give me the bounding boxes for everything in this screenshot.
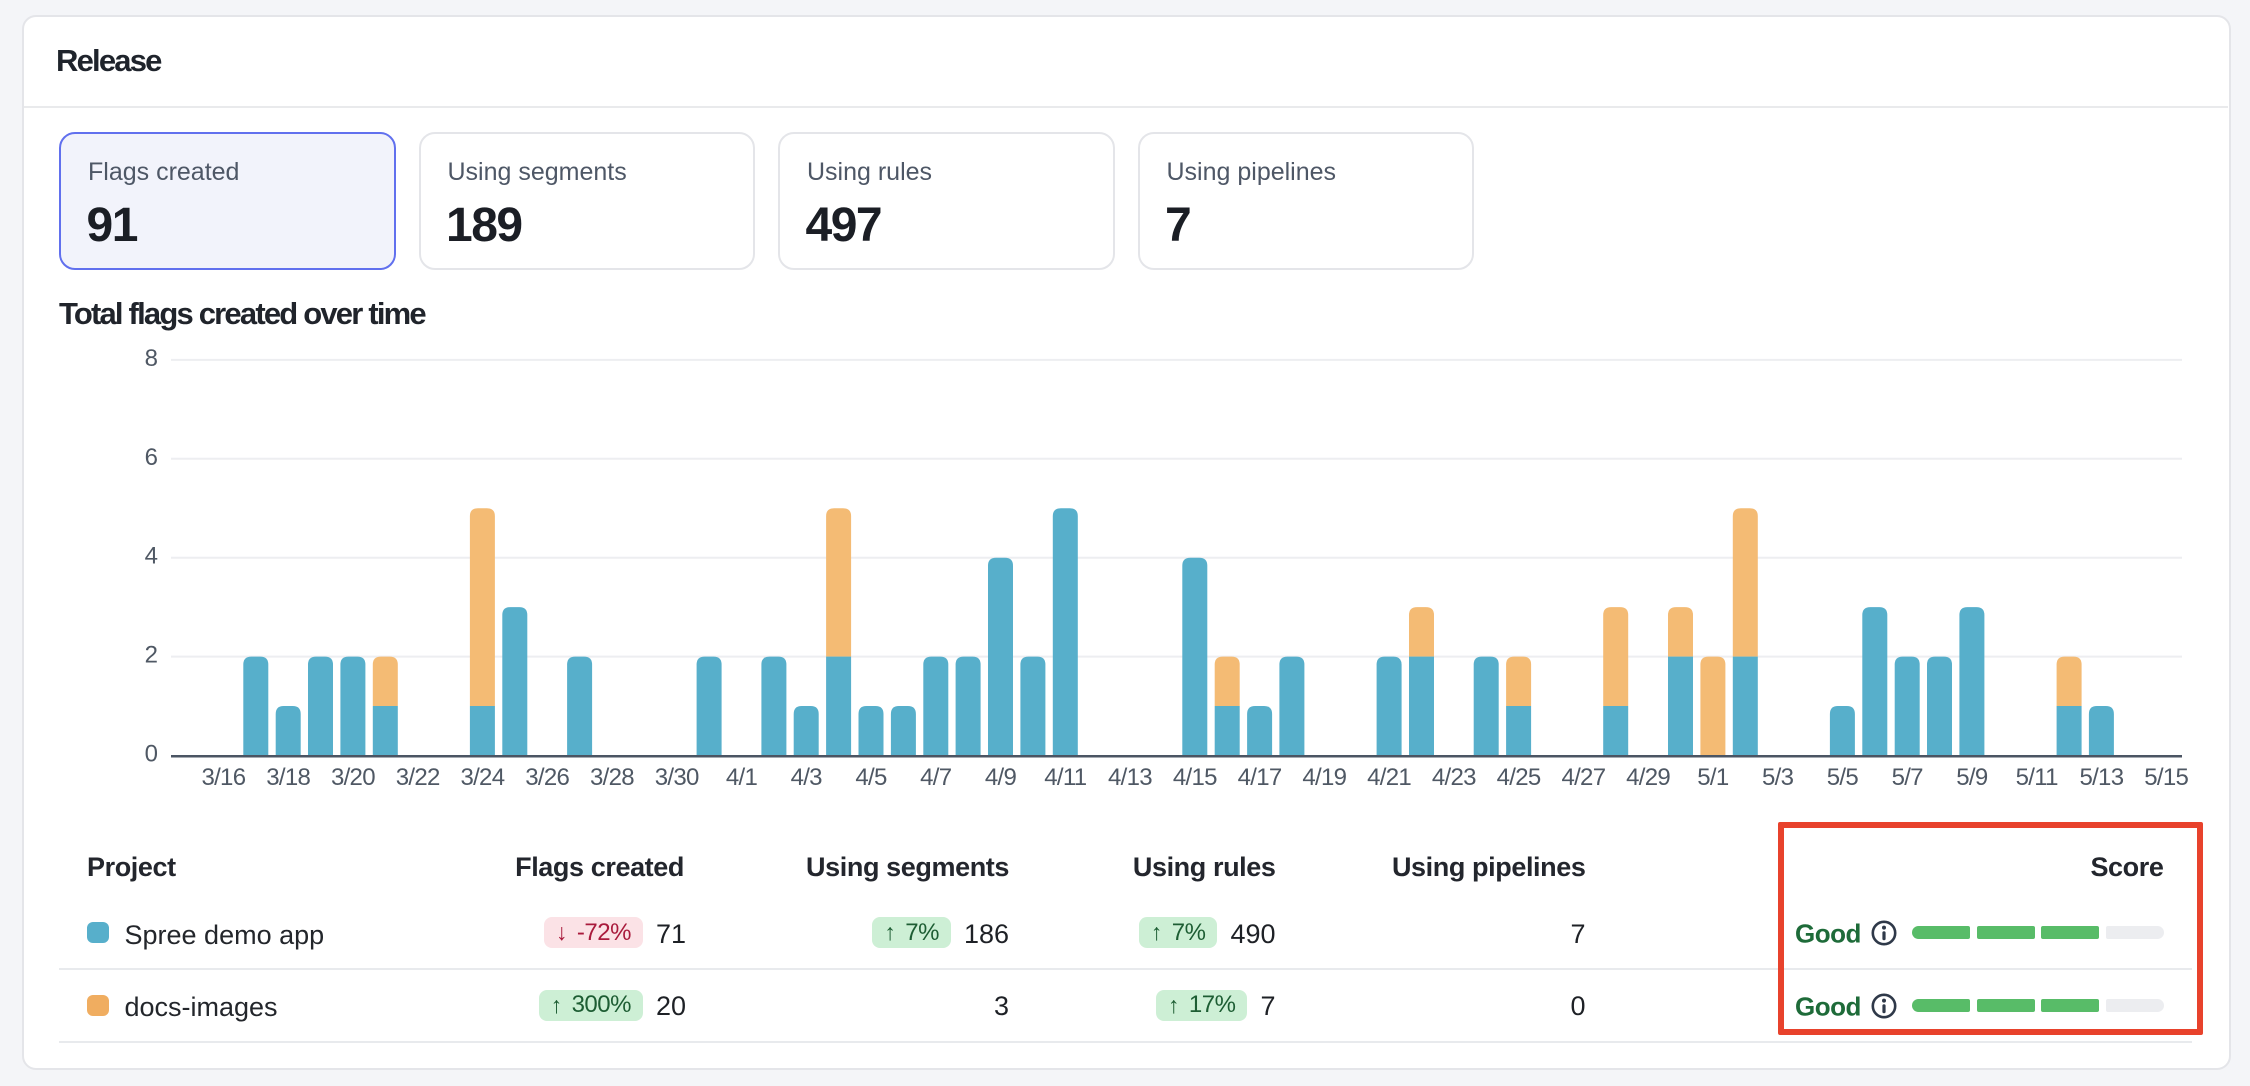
svg-text:3/28: 3/28 — [590, 764, 634, 791]
svg-text:4/15: 4/15 — [1173, 764, 1217, 791]
svg-text:6: 6 — [145, 444, 158, 471]
svg-text:5/11: 5/11 — [2016, 764, 2058, 791]
svg-text:4/23: 4/23 — [1432, 764, 1476, 791]
svg-text:4/3: 4/3 — [791, 764, 823, 791]
svg-text:5/7: 5/7 — [1892, 764, 1924, 791]
svg-text:4/19: 4/19 — [1302, 764, 1346, 791]
svg-text:4: 4 — [145, 543, 158, 570]
svg-text:3/26: 3/26 — [525, 764, 569, 791]
svg-text:8: 8 — [145, 345, 158, 372]
svg-text:4/11: 4/11 — [1044, 764, 1086, 791]
svg-text:3/22: 3/22 — [396, 764, 440, 791]
svg-text:2: 2 — [145, 642, 158, 669]
svg-text:3/16: 3/16 — [201, 764, 245, 791]
svg-text:3/24: 3/24 — [460, 764, 504, 791]
svg-text:4/29: 4/29 — [1626, 764, 1670, 791]
svg-text:4/5: 4/5 — [855, 764, 887, 791]
svg-text:4/21: 4/21 — [1367, 764, 1411, 791]
svg-text:5/3: 5/3 — [1762, 764, 1794, 791]
svg-text:3/18: 3/18 — [266, 764, 310, 791]
svg-text:0: 0 — [145, 741, 158, 768]
svg-text:5/13: 5/13 — [2079, 764, 2123, 791]
svg-text:3/20: 3/20 — [331, 764, 375, 791]
svg-text:3/30: 3/30 — [655, 764, 699, 791]
svg-text:4/17: 4/17 — [1238, 764, 1282, 791]
svg-text:4/9: 4/9 — [985, 764, 1017, 791]
svg-text:5/1: 5/1 — [1697, 764, 1729, 791]
svg-text:5/9: 5/9 — [1956, 764, 1988, 791]
svg-text:4/25: 4/25 — [1497, 764, 1541, 791]
svg-text:4/1: 4/1 — [726, 764, 758, 791]
svg-text:4/13: 4/13 — [1108, 764, 1152, 791]
svg-text:5/15: 5/15 — [2144, 764, 2188, 791]
svg-text:4/27: 4/27 — [1561, 764, 1605, 791]
svg-text:4/7: 4/7 — [920, 764, 952, 791]
svg-text:5/5: 5/5 — [1827, 764, 1859, 791]
